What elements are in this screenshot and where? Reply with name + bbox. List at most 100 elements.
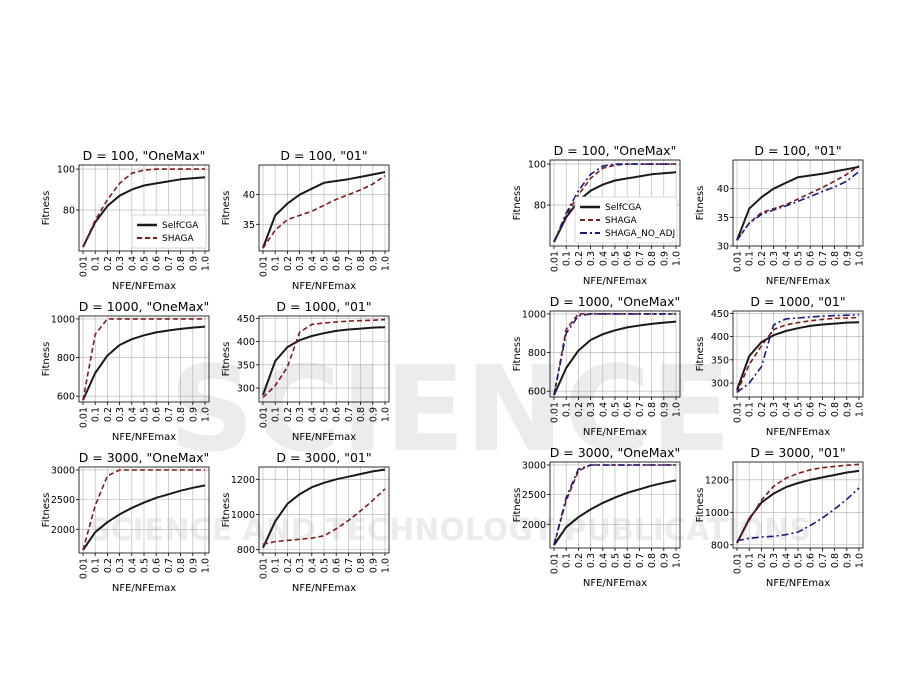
x-tick-label: 0.2 (757, 251, 768, 266)
x-axis-label: NFE/NFEmax (766, 427, 830, 438)
series-line-shaga (736, 463, 860, 543)
x-axis-label: NFE/NFEmax (292, 583, 356, 594)
y-tick-label: 1200 (231, 475, 255, 486)
x-axis-label: NFE/NFEmax (583, 276, 647, 287)
subplot-title: D = 100, "01" (280, 148, 367, 163)
x-tick-label: 0.1 (562, 251, 573, 266)
x-tick-label: 0.1 (91, 256, 102, 271)
x-tick-label: 0.3 (586, 553, 597, 568)
x-tick-label: 0.01 (259, 407, 270, 428)
subplot-title: D = 3000, "OneMax" (79, 450, 210, 465)
x-tick-label: 0.9 (188, 558, 199, 573)
x-tick-label: 0.1 (745, 553, 756, 568)
y-tick-label: 800 (711, 540, 729, 551)
y-tick-label: 300 (237, 384, 255, 395)
x-tick-label: 0.3 (586, 251, 597, 266)
x-tick-label: 0.01 (733, 251, 744, 272)
subplot-title: D = 3000, "OneMax" (550, 445, 681, 460)
x-tick-label: 0.6 (623, 553, 634, 568)
x-tick-label: 0.4 (307, 407, 318, 422)
subplot-title: D = 1000, "01" (750, 294, 845, 309)
y-tick-label: 800 (528, 348, 546, 359)
subplot-title: D = 100, "OneMax" (554, 143, 677, 158)
y-tick-label: 2500 (522, 490, 546, 501)
x-tick-label: 0.9 (368, 256, 379, 271)
y-tick-label: 400 (711, 332, 729, 343)
x-tick-label: 0.5 (794, 402, 805, 417)
y-tick-label: 1000 (705, 508, 729, 519)
x-tick-label: 0.01 (79, 256, 90, 277)
legend-label: SHAGA (162, 234, 194, 244)
y-tick-label: 30 (717, 242, 729, 253)
series-line-shaga-no-adj (736, 487, 860, 542)
y-tick-label: 1200 (705, 475, 729, 486)
y-tick-label: 1000 (231, 510, 255, 521)
series-line-shaga (553, 464, 676, 546)
x-tick-label: 0.2 (283, 558, 294, 573)
y-axis-label: Fitness (695, 488, 706, 523)
legend: SelfCGA SHAGA SHAGA_NO_ADJ (574, 196, 678, 244)
x-tick-label: 0.1 (271, 256, 282, 271)
x-tick-label: 0.3 (115, 558, 126, 573)
y-tick-label: 3000 (522, 460, 546, 471)
x-tick-label: 0.1 (91, 558, 102, 573)
x-tick-label: 0.4 (598, 402, 609, 417)
subplot-title: D = 100, "OneMax" (83, 148, 206, 163)
series-line-selfcga (82, 325, 206, 401)
x-tick-label: 0.1 (271, 407, 282, 422)
x-axis-label: NFE/NFEmax (112, 281, 176, 292)
y-axis-label: Fitness (41, 493, 52, 528)
series-line-shaga-no-adj (553, 163, 676, 243)
series-line-shaga-no-adj (736, 170, 860, 241)
y-tick-label: 35 (243, 220, 255, 231)
x-tick-label: 0.1 (562, 402, 573, 417)
subplot-title: D = 1000, "OneMax" (79, 299, 210, 314)
series-line-shaga (262, 488, 386, 545)
x-tick-label: 0.9 (188, 256, 199, 271)
y-tick-label: 800 (57, 353, 75, 364)
x-tick-label: 0.9 (842, 402, 853, 417)
x-tick-label: 0.5 (320, 407, 331, 422)
x-axis-label: NFE/NFEmax (766, 276, 830, 287)
y-tick-label: 450 (711, 309, 729, 320)
y-tick-label: 1000 (522, 309, 546, 320)
x-tick-label: 0.7 (344, 256, 355, 271)
x-tick-label: 0.5 (140, 256, 151, 271)
x-tick-label: 1.0 (201, 407, 212, 422)
legend-label: SHAGA_NO_ADJ (605, 229, 675, 239)
y-tick-label: 2000 (51, 525, 75, 536)
x-tick-label: 0.5 (140, 558, 151, 573)
subplot-5: 2000 2500 3000 0.01 0.1 0.2 0.3 0.4 0.5 0.6 0.7 0.8… (41, 450, 212, 594)
x-tick-label: 0.6 (152, 407, 163, 422)
y-axis-label: Fitness (512, 186, 523, 221)
x-axis-label: NFE/NFEmax (292, 432, 356, 443)
x-tick-label: 0.8 (356, 407, 367, 422)
series-line-selfcga (82, 176, 206, 248)
y-tick-label: 80 (63, 206, 75, 217)
x-tick-label: 1.0 (672, 251, 683, 266)
x-tick-label: 0.6 (152, 558, 163, 573)
y-axis-label: Fitness (512, 488, 523, 523)
x-tick-label: 0.8 (647, 251, 658, 266)
x-tick-label: 0.9 (368, 407, 379, 422)
x-tick-label: 0.3 (769, 402, 780, 417)
y-tick-label: 40 (717, 184, 729, 195)
x-tick-label: 0.6 (806, 251, 817, 266)
x-tick-label: 0.7 (635, 553, 646, 568)
x-tick-label: 0.2 (574, 402, 585, 417)
x-tick-label: 0.2 (283, 256, 294, 271)
x-tick-label: 0.8 (176, 256, 187, 271)
x-tick-label: 0.9 (842, 553, 853, 568)
x-tick-label: 0.01 (733, 402, 744, 423)
subplot-title: D = 1000, "OneMax" (550, 294, 681, 309)
x-axis-label: NFE/NFEmax (292, 281, 356, 292)
x-tick-label: 0.5 (794, 553, 805, 568)
x-tick-label: 0.4 (781, 402, 792, 417)
x-tick-label: 0.6 (623, 251, 634, 266)
x-tick-label: 0.4 (307, 558, 318, 573)
x-tick-label: 0.2 (103, 558, 114, 573)
x-tick-label: 0.7 (818, 251, 829, 266)
series-line-shaga (262, 175, 386, 249)
x-tick-label: 0.2 (574, 251, 585, 266)
